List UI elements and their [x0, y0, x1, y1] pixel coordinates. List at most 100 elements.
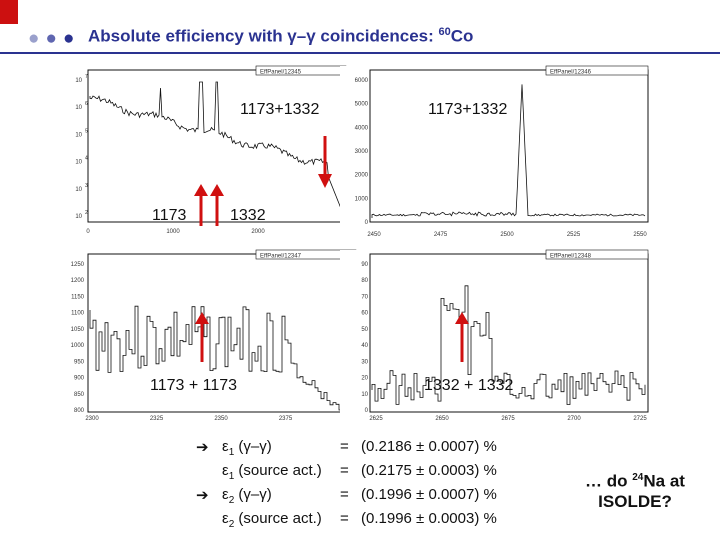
method-description: (γ–γ) — [234, 438, 272, 455]
isolde-note: … do 24Na at ISOLDE? — [570, 468, 700, 512]
epsilon-symbol: ε — [222, 486, 229, 503]
y-tick-label: 10 — [75, 78, 82, 84]
method-description: (source act.) — [234, 462, 322, 479]
y-tick-exponent: 6 — [85, 101, 88, 107]
stats-header: EffPanel/12346 — [550, 70, 592, 76]
subscript: 1 — [228, 471, 235, 482]
stats-box — [545, 65, 649, 76]
slide-title-bar: ●●● Absolute efficiency with γ–γ coincid… — [0, 0, 720, 66]
y-tick-label: 10 — [75, 105, 82, 111]
efficiency-label: ε1 (γ–γ) — [222, 438, 272, 458]
y-tick-exponent: 2 — [85, 210, 88, 216]
plot-frame — [369, 69, 649, 223]
epsilon-symbol: ε — [222, 438, 229, 455]
note-mass: 24 — [632, 472, 644, 483]
y-tick-label: 10 — [75, 132, 82, 138]
spectrum-panel-1332-sum: EffPanel/12348 90 80 70 60 50 40 30 20 10 0 2625 2… — [340, 249, 650, 425]
x-tick-label: 2650 — [435, 416, 449, 422]
title-element: Co — [450, 26, 474, 46]
x-tick-label: 2675 — [501, 416, 515, 422]
method-description: (source act.) — [234, 510, 322, 527]
y-axis-ticks: 6000 5000 4000 3000 2000 1000 0 — [355, 78, 369, 226]
arrow-icon — [195, 312, 209, 362]
efficiency-label: ε1 (source act.) — [222, 462, 322, 482]
equals-sign: = — [340, 486, 349, 503]
corner-accent — [0, 0, 18, 24]
x-axis-ticks: 0 1000 2000 — [86, 229, 265, 235]
epsilon-symbol: ε — [222, 510, 229, 527]
x-tick-label: 2000 — [251, 229, 265, 235]
note-line2: ISOLDE? — [598, 491, 672, 511]
y-tick-label: 4000 — [355, 125, 369, 131]
y-tick-label: 10 — [361, 392, 368, 398]
y-tick-label: 1000 — [355, 196, 369, 202]
y-tick-label: 20 — [361, 376, 368, 382]
stats-box — [545, 249, 649, 260]
y-tick-label: 1200 — [71, 278, 85, 284]
x-axis-ticks: 23002325235023752400 — [85, 416, 357, 422]
y-tick-label: 2000 — [355, 173, 369, 179]
y-tick-exponent: 7 — [85, 74, 88, 80]
title-main: Absolute efficiency with γ–γ coincidence… — [88, 26, 439, 46]
stats-header: EffPanel/12348 — [550, 254, 592, 260]
spectrum-line — [371, 285, 646, 405]
arrow-bullet-icon: ➔ — [196, 487, 209, 504]
title-mass: 60 — [438, 26, 451, 38]
y-tick-label: 1050 — [71, 327, 85, 333]
peak-label-1332: 1332 — [230, 207, 266, 224]
peak-label-1173: 1173 — [152, 207, 187, 224]
y-tick-exponent: 5 — [85, 128, 88, 134]
epsilon-symbol: ε — [222, 462, 229, 479]
x-axis-ticks: 2450 2475 2500 2525 2550 — [367, 232, 647, 238]
spectrum-panel-sum-peak: EffPanel/12346 6000 5000 4000 3000 2000 1000 0… — [340, 65, 650, 241]
peak-sum-label: 1173+1332 — [240, 101, 319, 118]
spectrum-sum-svg: EffPanel/12346 6000 5000 4000 3000 2000 1000 0… — [355, 65, 649, 238]
y-tick-label: 1250 — [71, 262, 85, 268]
equals-sign: = — [340, 510, 349, 527]
y-tick-label: 60 — [361, 311, 368, 317]
note-element: Na at — [643, 471, 685, 491]
y-tick-label: 90 — [361, 262, 368, 268]
y-tick-label: 1150 — [71, 294, 85, 300]
x-tick-label: 2725 — [633, 416, 647, 422]
bullet-dot-icon: ● — [62, 28, 81, 49]
y-tick-label: 50 — [361, 327, 368, 333]
subscript: 1 — [228, 447, 235, 458]
y-tick-label: 40 — [361, 343, 368, 349]
subscript: 2 — [228, 519, 235, 530]
efficiency-value: (0.1996 ± 0.0003) % — [361, 510, 497, 527]
y-tick-label: 800 — [74, 408, 85, 414]
y-axis-ticks: 1250 1200 1150 1100 1050 1000 950 900 850 800 — [71, 262, 85, 414]
y-tick-exponent: 3 — [85, 183, 88, 189]
spectrum-line — [89, 305, 354, 411]
y-tick-label: 10 — [75, 214, 82, 220]
y-tick-label: 30 — [361, 359, 368, 365]
x-axis-ticks: 2625 2650 2675 2700 2725 — [369, 416, 647, 422]
efficiency-value: (0.2186 ± 0.0007) % — [361, 438, 497, 455]
x-tick-label: 2550 — [633, 232, 647, 238]
arrow-icon — [318, 136, 332, 188]
title-underline — [0, 52, 720, 54]
y-tick-label: 10 — [75, 160, 82, 166]
y-tick-label: 3000 — [355, 149, 369, 155]
arrow-icon — [194, 184, 208, 226]
plot-frame — [369, 253, 649, 413]
note-prefix: … do — [585, 471, 633, 491]
y-tick-label: 0 — [365, 220, 369, 226]
y-tick-label: 70 — [361, 294, 368, 300]
stats-header: EffPanel/12347 — [260, 254, 302, 260]
y-axis-ticks: 90 80 70 60 50 40 30 20 10 0 — [361, 262, 368, 414]
equals-sign: = — [340, 438, 349, 455]
arrow-bullet-icon: ➔ — [196, 439, 209, 456]
y-tick-label: 6000 — [355, 78, 369, 84]
y-tick-label: 0 — [365, 408, 369, 414]
x-tick-label: 2625 — [369, 416, 383, 422]
x-tick-label: 1000 — [166, 229, 180, 235]
y-tick-label: 1000 — [71, 343, 85, 349]
spectrum-1173-svg: EffPanel/12347 1250 1200 1150 1100 1050 1000 9… — [71, 249, 357, 422]
x-tick-label: 2450 — [367, 232, 381, 238]
y-tick-label: 950 — [74, 359, 85, 365]
